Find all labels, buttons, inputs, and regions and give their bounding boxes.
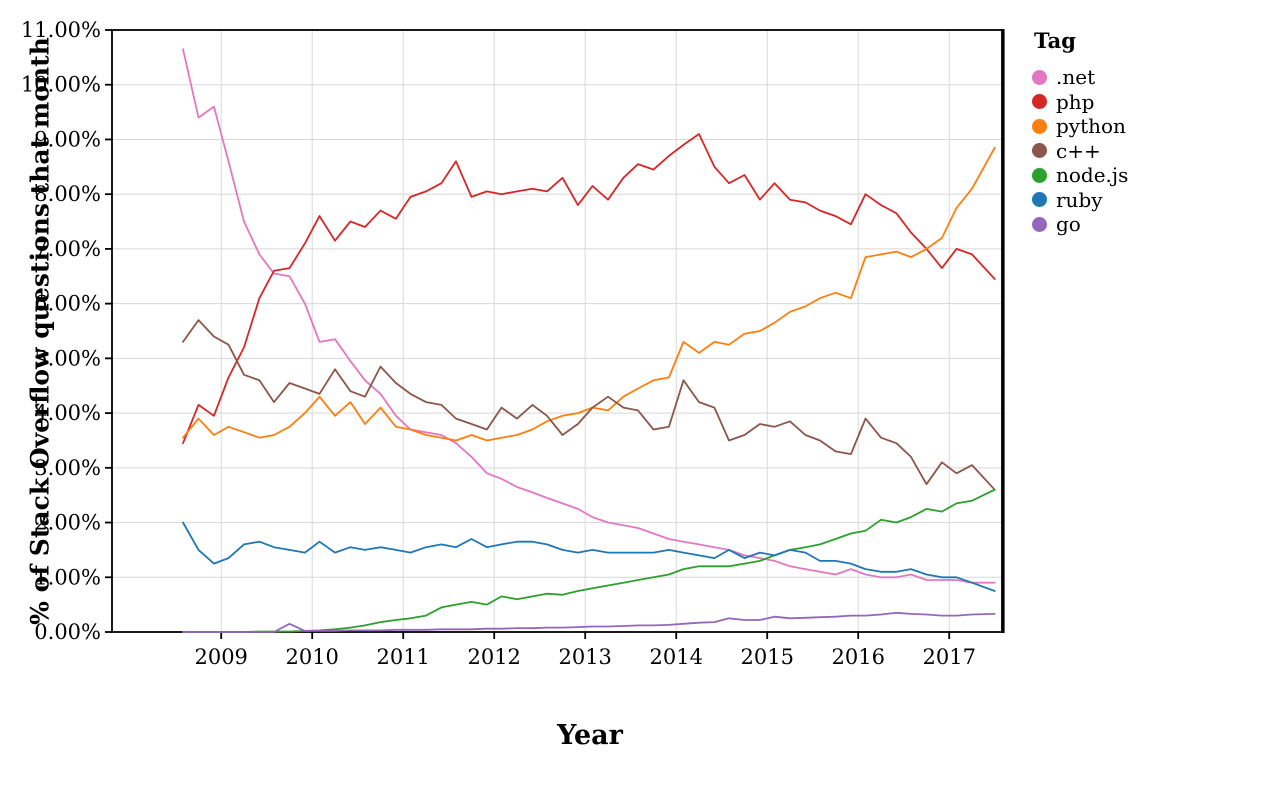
legend-item-go: go <box>1032 212 1128 237</box>
x-tick-label: 2017 <box>922 645 975 669</box>
legend-swatch-icon <box>1032 167 1047 183</box>
y-tick-label: 3.00% <box>34 456 101 480</box>
y-tick-label: 8.00% <box>34 182 101 206</box>
y-tick-label: 5.00% <box>34 346 101 370</box>
series-line-php <box>182 133 996 445</box>
y-tick-label: 7.00% <box>34 237 101 261</box>
y-tick-label: 0.00% <box>34 620 101 644</box>
series-line-ruby <box>182 521 996 592</box>
y-tick-label: 10.00% <box>21 73 101 97</box>
legend-swatch-icon <box>1032 192 1047 208</box>
series-line-go <box>182 611 996 633</box>
x-tick-label: 2012 <box>467 645 520 669</box>
legend: Tag .net php python c++ node.js ruby go <box>1032 28 1128 237</box>
legend-item-python: python <box>1032 114 1128 139</box>
legend-label: ruby <box>1056 187 1103 212</box>
y-tick-label: 2.00% <box>34 511 101 535</box>
y-axis-title: % of Stack Overflow questions that month <box>25 37 55 625</box>
x-tick-label: 2013 <box>558 645 611 669</box>
y-tick-label: 11.00% <box>21 18 101 42</box>
legend-label: go <box>1056 212 1081 237</box>
plot-border <box>111 29 1003 633</box>
legend-swatch-icon <box>1032 118 1047 134</box>
y-tick-label: 4.00% <box>34 401 101 425</box>
legend-swatch-icon <box>1032 143 1047 159</box>
legend-swatch-icon <box>1032 216 1047 232</box>
x-tick-label: 2015 <box>740 645 793 669</box>
y-tick-label: 6.00% <box>34 292 101 316</box>
legend-title: Tag <box>1034 28 1076 53</box>
x-tick-label: 2011 <box>376 645 429 669</box>
legend-label: c++ <box>1056 138 1101 163</box>
legend-items: .net php python c++ node.js ruby go <box>1032 65 1128 237</box>
legend-item-node.js: node.js <box>1032 163 1128 188</box>
legend-swatch-icon <box>1032 69 1047 85</box>
y-tick-label: 1.00% <box>34 565 101 589</box>
line-chart: 0.00% 1.00% 2.00% 3.00% 4.00% 5.00% 6.00% 7.00%… <box>21 18 1005 669</box>
legend-label: php <box>1056 89 1095 114</box>
legend-label: node.js <box>1056 163 1129 188</box>
x-tick-label: 2010 <box>285 645 338 669</box>
series-line-.net <box>182 48 996 584</box>
legend-swatch-icon <box>1032 94 1047 110</box>
legend-item-ruby: ruby <box>1032 188 1128 213</box>
legend-item-c++: c++ <box>1032 139 1128 164</box>
series-line-python <box>182 146 996 442</box>
legend-item-php: php <box>1032 90 1128 115</box>
series-line-node.js <box>182 488 996 633</box>
legend-label: .net <box>1056 65 1096 90</box>
y-tick-label: 9.00% <box>34 127 101 151</box>
x-tick-label: 2014 <box>649 645 702 669</box>
series-line-c++ <box>182 319 996 491</box>
legend-label: python <box>1056 114 1126 139</box>
x-tick-label: 2009 <box>194 645 247 669</box>
x-axis-title: Year <box>557 720 623 751</box>
x-tick-label: 2016 <box>831 645 884 669</box>
legend-item-.net: .net <box>1032 65 1128 90</box>
